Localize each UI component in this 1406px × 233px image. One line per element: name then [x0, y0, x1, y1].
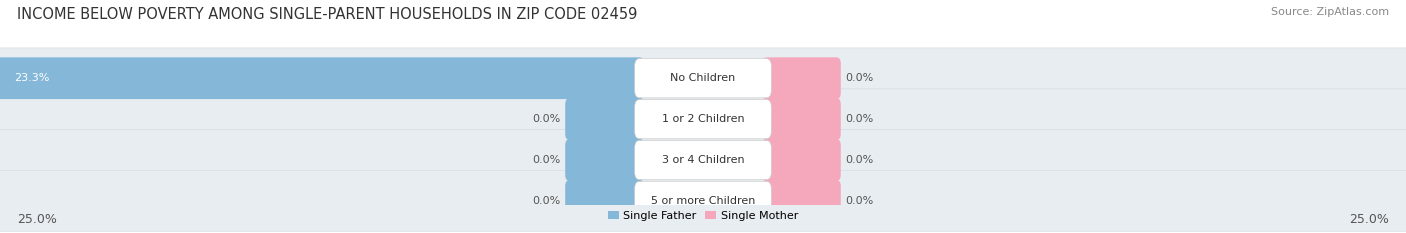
- Text: 0.0%: 0.0%: [845, 155, 873, 165]
- Text: 5 or more Children: 5 or more Children: [651, 196, 755, 206]
- Text: 23.3%: 23.3%: [14, 73, 49, 83]
- Text: 0.0%: 0.0%: [533, 196, 561, 206]
- FancyBboxPatch shape: [762, 180, 841, 222]
- FancyBboxPatch shape: [634, 58, 772, 98]
- FancyBboxPatch shape: [565, 139, 644, 181]
- Text: 25.0%: 25.0%: [17, 213, 56, 226]
- Text: 0.0%: 0.0%: [845, 196, 873, 206]
- Text: 25.0%: 25.0%: [1350, 213, 1389, 226]
- FancyBboxPatch shape: [762, 98, 841, 140]
- Text: No Children: No Children: [671, 73, 735, 83]
- Text: Source: ZipAtlas.com: Source: ZipAtlas.com: [1271, 7, 1389, 17]
- FancyBboxPatch shape: [0, 171, 1406, 231]
- Text: 0.0%: 0.0%: [533, 114, 561, 124]
- FancyBboxPatch shape: [0, 130, 1406, 190]
- FancyBboxPatch shape: [0, 57, 644, 99]
- Text: 0.0%: 0.0%: [845, 73, 873, 83]
- Text: 3 or 4 Children: 3 or 4 Children: [662, 155, 744, 165]
- FancyBboxPatch shape: [0, 89, 1406, 149]
- Legend: Single Father, Single Mother: Single Father, Single Mother: [603, 206, 803, 225]
- Text: 0.0%: 0.0%: [845, 114, 873, 124]
- FancyBboxPatch shape: [762, 57, 841, 99]
- FancyBboxPatch shape: [762, 139, 841, 181]
- Text: 1 or 2 Children: 1 or 2 Children: [662, 114, 744, 124]
- FancyBboxPatch shape: [565, 180, 644, 222]
- FancyBboxPatch shape: [565, 98, 644, 140]
- Text: INCOME BELOW POVERTY AMONG SINGLE-PARENT HOUSEHOLDS IN ZIP CODE 02459: INCOME BELOW POVERTY AMONG SINGLE-PARENT…: [17, 7, 637, 22]
- Text: 0.0%: 0.0%: [533, 155, 561, 165]
- FancyBboxPatch shape: [0, 48, 1406, 109]
- FancyBboxPatch shape: [634, 140, 772, 180]
- FancyBboxPatch shape: [634, 99, 772, 139]
- FancyBboxPatch shape: [634, 181, 772, 221]
